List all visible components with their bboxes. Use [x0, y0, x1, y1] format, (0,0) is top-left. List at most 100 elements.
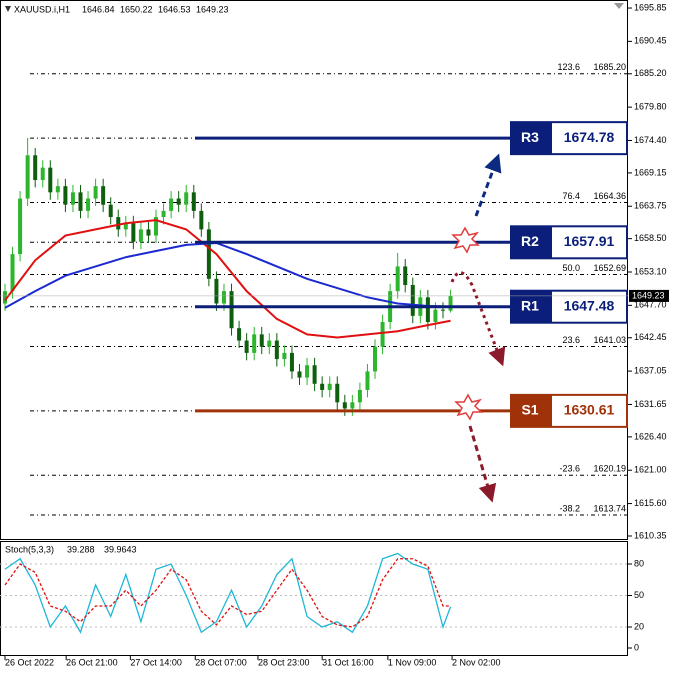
y-tick-label: 1610.35: [634, 530, 667, 540]
symbol: XAUUSD.i,H1: [14, 4, 70, 14]
candle-body: [350, 402, 355, 409]
candle-body: [123, 223, 128, 230]
stoch-panel: [0, 541, 628, 656]
level-box: [550, 393, 628, 428]
x-tick-label: 2 Nov 02:00: [452, 657, 501, 667]
candle-body: [70, 192, 75, 205]
stoch-tick-label: 0: [634, 642, 639, 652]
stoch-tick-label: 80: [634, 558, 644, 568]
y-tick-label: 1690.45: [634, 36, 667, 46]
candle-body: [365, 371, 370, 390]
fib-price: 1652.69: [593, 263, 626, 273]
fib-ratio: -23.6: [559, 464, 580, 474]
candle-body: [78, 192, 83, 211]
candle-body: [131, 223, 136, 242]
candle-body: [335, 383, 340, 403]
candle-body: [18, 198, 23, 255]
y-tick-label: 1621.00: [634, 465, 667, 475]
candle-body: [312, 365, 317, 384]
candle-body: [274, 340, 279, 360]
level-label: R3: [521, 129, 539, 145]
candle-body: [214, 278, 219, 304]
candle-body: [297, 371, 302, 378]
fib-price: 1620.19: [593, 464, 626, 474]
fib-price: 1641.03: [593, 335, 626, 345]
level-tag: [510, 393, 550, 428]
candle-body: [161, 210, 166, 218]
level-value: 1630.61: [564, 402, 615, 418]
candle-body: [229, 291, 234, 329]
y-tick-label: 1663.75: [634, 201, 667, 211]
candle-body: [184, 192, 189, 205]
fib-price: 1613.74: [593, 503, 626, 513]
y-tick-label: 1685.20: [634, 68, 667, 78]
candle-body: [448, 295, 453, 311]
candle-body: [63, 186, 68, 205]
stoch-signal-value: 39.9643: [104, 544, 137, 554]
header-close: 1649.23: [196, 4, 229, 14]
level-box: [550, 225, 628, 260]
level-label: R1: [521, 297, 539, 313]
y-tick-label: 1679.80: [634, 102, 667, 112]
y-tick-label: 1637.05: [634, 365, 667, 375]
stoch-line: [4, 558, 451, 628]
candle-body: [433, 309, 438, 323]
candle-body: [221, 291, 226, 304]
candle-body: [320, 383, 325, 390]
candle-body: [237, 328, 242, 341]
fib-ratio: 23.6: [562, 335, 580, 345]
candle-body: [33, 155, 38, 180]
level-label: S1: [521, 402, 538, 418]
candle-body: [116, 217, 121, 230]
x-tick-label: 27 Oct 14:00: [130, 657, 182, 667]
price-tag: [629, 289, 669, 302]
level-tag: [510, 225, 550, 260]
y-tick-label: 1695.85: [634, 2, 667, 12]
candle-body: [108, 204, 113, 218]
candle-body: [289, 352, 294, 372]
candle-body: [259, 334, 264, 347]
x-tick-label: 26 Oct 2022: [5, 657, 54, 667]
fib-ratio: 123.6: [557, 62, 580, 72]
stoch-tick-label: 20: [634, 621, 644, 631]
candle-body: [327, 383, 332, 390]
candle-body: [252, 334, 257, 353]
candle-body: [55, 186, 60, 193]
fib-ratio: 50.0: [562, 263, 580, 273]
candle-body: [282, 352, 287, 360]
y-tick-label: 1631.65: [634, 399, 667, 409]
fib-price: 1664.36: [593, 191, 626, 201]
candle-body: [2, 291, 7, 304]
candle-body: [199, 210, 204, 230]
candle-body: [380, 322, 385, 347]
level-label: R2: [521, 233, 539, 249]
y-tick-label: 1626.40: [634, 431, 667, 441]
x-tick-label: 28 Oct 07:00: [195, 657, 247, 667]
level-value: 1657.91: [564, 233, 615, 249]
level-value: 1647.48: [564, 297, 615, 313]
symbol-icon: [5, 6, 11, 12]
stoch-line: [4, 552, 452, 634]
candle-body: [25, 155, 30, 199]
candle-body: [403, 266, 408, 285]
fib-price: 1685.20: [593, 62, 626, 72]
candle-body: [154, 217, 159, 236]
candle-body: [48, 167, 53, 193]
moving-average: [4, 241, 451, 309]
candle-body: [395, 266, 400, 292]
y-tick-label: 1653.10: [634, 266, 667, 276]
candle-body: [138, 229, 143, 242]
main-panel: [0, 0, 628, 540]
y-tick-label: 1615.60: [634, 498, 667, 508]
candle-body: [357, 389, 362, 403]
level-box: [550, 121, 628, 156]
candle-body: [206, 229, 211, 279]
candle-body: [244, 340, 249, 353]
candle-body: [86, 198, 91, 211]
candle-body: [169, 198, 174, 211]
candle-body: [10, 254, 15, 292]
candle-body: [93, 186, 98, 199]
fib-ratio: -38.2: [559, 503, 580, 513]
